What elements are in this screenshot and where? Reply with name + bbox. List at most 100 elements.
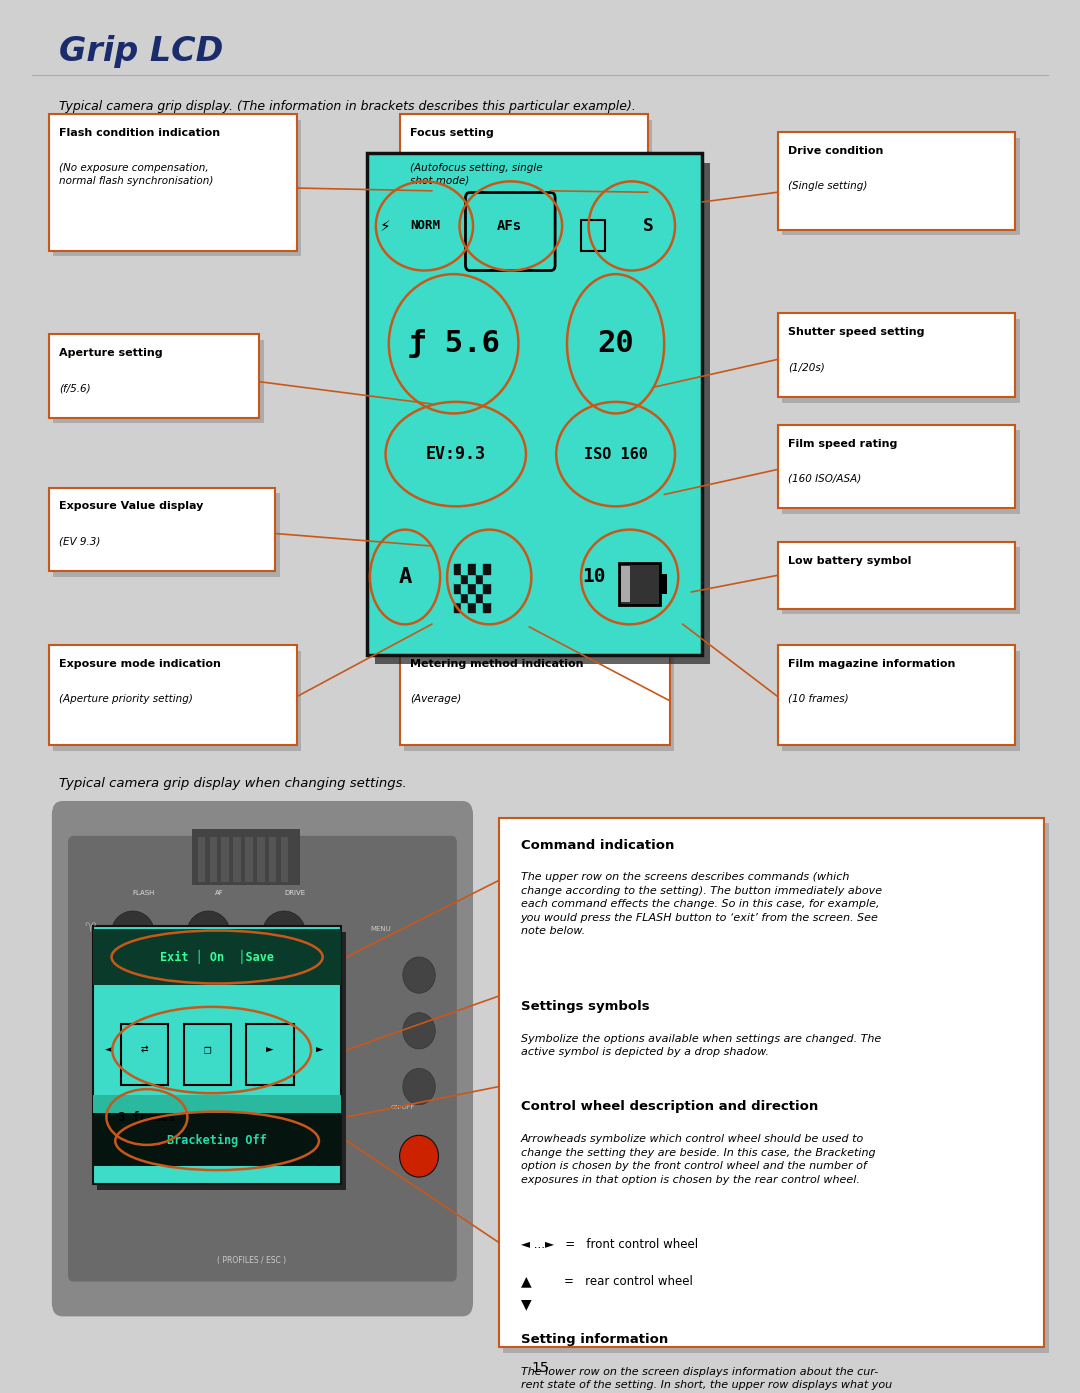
Text: S: S: [643, 217, 653, 235]
Text: Arrowheads symbolize which control wheel should be used to
change the setting th: Arrowheads symbolize which control wheel…: [521, 1134, 875, 1184]
Ellipse shape: [403, 957, 435, 993]
Bar: [475, 593, 483, 602]
Bar: [461, 564, 469, 574]
Bar: [660, 574, 667, 593]
FancyBboxPatch shape: [192, 829, 300, 885]
FancyBboxPatch shape: [93, 929, 341, 985]
Bar: [233, 837, 241, 882]
Text: ƒ 5.6: ƒ 5.6: [407, 329, 500, 358]
Bar: [581, 220, 605, 251]
Text: A: A: [399, 567, 411, 586]
FancyBboxPatch shape: [782, 651, 1020, 751]
Text: Drive condition: Drive condition: [788, 146, 883, 156]
FancyBboxPatch shape: [68, 836, 457, 1282]
Bar: [475, 574, 483, 584]
FancyBboxPatch shape: [782, 430, 1020, 514]
FancyBboxPatch shape: [465, 192, 555, 270]
Text: 15: 15: [531, 1361, 549, 1375]
Text: (Single setting): (Single setting): [788, 181, 867, 191]
Bar: [469, 593, 475, 602]
FancyBboxPatch shape: [53, 493, 280, 577]
Bar: [469, 564, 475, 574]
FancyBboxPatch shape: [93, 1113, 341, 1166]
Text: Shutter speed setting: Shutter speed setting: [788, 327, 924, 337]
Text: (160 ISO/ASA): (160 ISO/ASA): [788, 474, 862, 483]
Bar: [475, 602, 483, 612]
Ellipse shape: [111, 911, 154, 956]
Bar: [269, 837, 276, 882]
FancyBboxPatch shape: [49, 114, 297, 251]
FancyBboxPatch shape: [778, 645, 1015, 745]
Text: Flash condition indication: Flash condition indication: [59, 128, 220, 138]
FancyBboxPatch shape: [49, 645, 297, 745]
Text: DRIVE: DRIVE: [284, 890, 306, 896]
Text: ▼: ▼: [521, 1297, 531, 1311]
FancyBboxPatch shape: [782, 319, 1020, 403]
Text: Typical camera grip display. (The information in brackets describes this particu: Typical camera grip display. (The inform…: [59, 100, 636, 113]
FancyBboxPatch shape: [778, 132, 1015, 230]
FancyBboxPatch shape: [52, 801, 473, 1316]
Text: ⇕ 3 frames: ⇕ 3 frames: [104, 1110, 175, 1124]
FancyBboxPatch shape: [53, 340, 264, 423]
Text: ▲: ▲: [521, 1275, 531, 1289]
Bar: [461, 602, 469, 612]
Text: Low battery symbol: Low battery symbol: [788, 556, 912, 566]
Text: Film magazine information: Film magazine information: [788, 659, 956, 669]
Bar: [245, 837, 253, 882]
Text: Control wheel description and direction: Control wheel description and direction: [521, 1100, 818, 1113]
FancyBboxPatch shape: [32, 10, 1048, 77]
FancyBboxPatch shape: [184, 1024, 231, 1085]
FancyBboxPatch shape: [499, 818, 1044, 1347]
Text: The lower row on the screen displays information about the cur-
rent state of th: The lower row on the screen displays inf…: [521, 1367, 892, 1393]
Text: Command indication: Command indication: [521, 839, 674, 851]
FancyBboxPatch shape: [49, 488, 275, 571]
Bar: [469, 584, 475, 593]
Bar: [454, 593, 461, 602]
Bar: [619, 563, 660, 605]
Bar: [483, 593, 490, 602]
Ellipse shape: [187, 911, 230, 956]
Text: Setting information: Setting information: [521, 1333, 667, 1346]
Text: 10: 10: [582, 567, 606, 586]
Text: ♈: ♈: [84, 922, 95, 936]
Text: AFs: AFs: [497, 219, 523, 233]
Ellipse shape: [262, 911, 306, 956]
Text: AF: AF: [215, 890, 224, 896]
Bar: [621, 566, 630, 602]
Text: Exit │ On  │Save: Exit │ On │Save: [160, 950, 274, 964]
FancyBboxPatch shape: [367, 153, 702, 655]
FancyBboxPatch shape: [400, 645, 670, 745]
Text: (10 frames): (10 frames): [788, 694, 849, 703]
Ellipse shape: [400, 1135, 438, 1177]
Bar: [483, 602, 490, 612]
Text: Settings symbols: Settings symbols: [521, 1000, 649, 1013]
Text: Exposure mode indication: Exposure mode indication: [59, 659, 221, 669]
FancyBboxPatch shape: [53, 120, 301, 256]
Text: ◄: ◄: [106, 1043, 112, 1056]
Bar: [483, 584, 490, 593]
Text: ⚡: ⚡: [380, 219, 391, 234]
Bar: [454, 584, 461, 593]
FancyBboxPatch shape: [400, 114, 648, 251]
Bar: [454, 574, 461, 584]
Ellipse shape: [403, 1013, 435, 1049]
FancyBboxPatch shape: [375, 163, 710, 664]
Text: Exposure Value display: Exposure Value display: [59, 501, 204, 511]
FancyBboxPatch shape: [97, 932, 346, 1190]
Text: Grip LCD: Grip LCD: [59, 35, 224, 68]
Text: (No exposure compensation,
normal flash synchronisation): (No exposure compensation, normal flash …: [59, 163, 214, 185]
Text: (f/5.6): (f/5.6): [59, 383, 91, 393]
Bar: [469, 602, 475, 612]
Text: 20: 20: [597, 329, 634, 358]
Text: Typical camera grip display when changing settings.: Typical camera grip display when changin…: [59, 777, 407, 790]
Text: ON·OFF: ON·OFF: [391, 1105, 415, 1110]
Bar: [483, 574, 490, 584]
Bar: [461, 584, 469, 593]
FancyBboxPatch shape: [503, 823, 1049, 1353]
Text: (1/20s): (1/20s): [788, 362, 825, 372]
Text: ⇄: ⇄: [141, 1043, 148, 1056]
Text: ISO 160: ISO 160: [583, 447, 648, 461]
Text: (EV 9.3): (EV 9.3): [59, 536, 100, 546]
Bar: [221, 837, 229, 882]
FancyBboxPatch shape: [93, 1095, 341, 1148]
